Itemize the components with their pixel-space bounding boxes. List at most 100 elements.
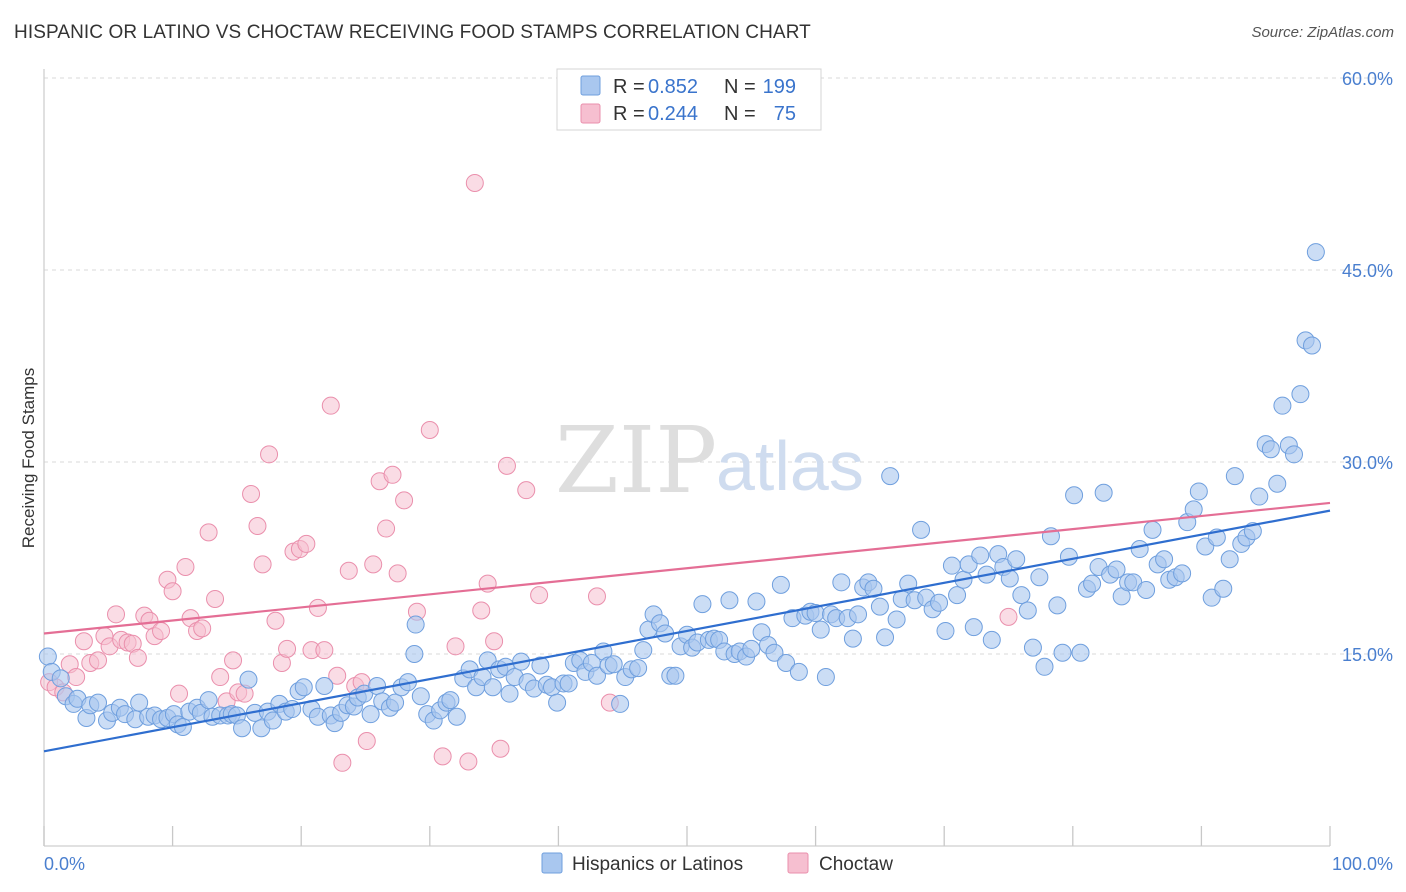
choctaw-point-52 bbox=[357, 732, 376, 751]
hispanics-point-182 bbox=[1107, 560, 1126, 579]
hispanics-point-145 bbox=[887, 610, 906, 629]
stats-r-label-choctaw: R = bbox=[613, 103, 645, 125]
hispanics-point-131 bbox=[811, 620, 830, 639]
hispanics-point-176 bbox=[1071, 643, 1090, 662]
x-tick-label-min: 0.0% bbox=[44, 854, 85, 874]
hispanics-point-149 bbox=[912, 520, 931, 539]
hispanics-point-190 bbox=[1155, 550, 1174, 569]
legend-label-hispanics: Hispanics or Latinos bbox=[572, 854, 743, 875]
hispanics-point-52 bbox=[361, 705, 380, 724]
hispanics-point-66 bbox=[441, 691, 460, 710]
hispanics-point-216 bbox=[1306, 243, 1325, 262]
choctaw-point-42 bbox=[297, 534, 316, 553]
choctaw-point-48 bbox=[333, 753, 352, 772]
hispanics-point-8 bbox=[89, 693, 108, 712]
choctaw-point-72 bbox=[587, 587, 606, 606]
choctaw-point-56 bbox=[383, 465, 402, 484]
hispanics-point-94 bbox=[604, 655, 623, 674]
stats-r-value-hispanics: 0.852 bbox=[648, 76, 698, 98]
choctaw-point-21 bbox=[170, 684, 189, 703]
hispanics-point-202 bbox=[1225, 467, 1244, 486]
y-axis-title: Receiving Food Stamps bbox=[19, 368, 38, 548]
y-tick-label-3: 60.0% bbox=[1342, 69, 1393, 89]
x-tick-marks bbox=[43, 826, 1331, 846]
hispanics-point-170 bbox=[1035, 657, 1054, 676]
legend-item-choctaw[interactable]: Choctaw bbox=[787, 852, 893, 875]
choctaw-point-55 bbox=[377, 519, 396, 538]
hispanics-point-59 bbox=[405, 645, 424, 663]
hispanics-point-141 bbox=[864, 579, 883, 598]
choctaw-point-67 bbox=[485, 632, 504, 651]
chart-title: HISPANIC OR LATINO VS CHOCTAW RECEIVING … bbox=[14, 22, 811, 43]
hispanics-point-158 bbox=[964, 618, 983, 637]
choctaw-point-46 bbox=[321, 396, 340, 415]
hispanics-point-110 bbox=[693, 595, 712, 614]
hispanics-point-61 bbox=[411, 687, 430, 706]
choctaw-point-71 bbox=[530, 586, 549, 605]
hispanics-point-0 bbox=[38, 647, 57, 666]
hispanics-point-81 bbox=[531, 656, 550, 675]
choctaw-point-58 bbox=[395, 491, 414, 510]
hispanics-point-98 bbox=[629, 659, 648, 678]
choctaw-point-25 bbox=[193, 619, 212, 638]
hispanics-point-154 bbox=[942, 556, 961, 575]
hispanics-point-144 bbox=[881, 467, 900, 486]
choctaw-point-65 bbox=[472, 601, 491, 620]
hispanics-point-56 bbox=[386, 693, 405, 712]
choctaw-point-64 bbox=[465, 173, 484, 192]
hispanics-point-143 bbox=[876, 628, 895, 647]
hispanics-point-137 bbox=[843, 629, 862, 648]
legend-item-hispanics[interactable]: Hispanics or Latinos bbox=[541, 852, 743, 875]
stats-box: R = 0.852 N = 199 R = 0.244 N = 75 bbox=[556, 68, 822, 131]
trend-line-choctaw bbox=[43, 501, 1331, 635]
hispanics-point-86 bbox=[559, 674, 578, 693]
stats-swatch-hispanics bbox=[580, 75, 601, 96]
choctaw-point-10 bbox=[107, 605, 126, 624]
hispanics-point-161 bbox=[982, 630, 1001, 649]
hispanics-point-120 bbox=[747, 592, 766, 611]
hispanics-point-95 bbox=[611, 694, 630, 713]
hispanics-point-119 bbox=[742, 639, 761, 658]
choctaw-point-34 bbox=[248, 517, 267, 535]
choctaw-point-35 bbox=[253, 555, 272, 574]
hispanics-point-76 bbox=[500, 684, 519, 703]
hispanics-point-44 bbox=[315, 677, 334, 695]
hispanics-point-115 bbox=[720, 591, 739, 610]
hispanics-point-132 bbox=[816, 668, 835, 687]
choctaw-point-33 bbox=[242, 485, 261, 503]
legend: Hispanics or Latinos Choctaw bbox=[541, 852, 893, 875]
hispanics-point-193 bbox=[1173, 564, 1192, 583]
hispanics-point-172 bbox=[1048, 596, 1067, 615]
hispanics-point-36 bbox=[263, 711, 282, 730]
watermark-zip: ZIP bbox=[555, 407, 717, 514]
grid-layer bbox=[44, 77, 1392, 655]
choctaw-point-5 bbox=[74, 632, 93, 651]
choctaw-point-30 bbox=[224, 651, 243, 670]
choctaw-point-68 bbox=[491, 739, 510, 758]
stats-n-label-choctaw: N = bbox=[724, 103, 756, 125]
series-hispanics-points bbox=[38, 243, 1325, 738]
stats-r-label-hispanics: R = bbox=[613, 76, 645, 98]
choctaw-point-74 bbox=[999, 607, 1018, 626]
choctaw-point-47 bbox=[328, 666, 347, 685]
hispanics-point-124 bbox=[771, 575, 790, 594]
hispanics-point-168 bbox=[1023, 638, 1042, 657]
hispanics-point-60 bbox=[406, 615, 425, 634]
hispanics-point-159 bbox=[971, 546, 990, 565]
choctaw-point-22 bbox=[176, 557, 195, 576]
hispanics-point-209 bbox=[1268, 474, 1287, 493]
hispanics-point-105 bbox=[666, 666, 685, 685]
choctaw-point-36 bbox=[260, 445, 279, 464]
legend-swatch-hispanics bbox=[541, 852, 563, 874]
y-tick-labels: 15.0% 30.0% 45.0% 60.0% bbox=[1342, 69, 1393, 665]
hispanics-point-166 bbox=[1012, 586, 1031, 605]
choctaw-point-39 bbox=[278, 639, 297, 658]
hispanics-point-91 bbox=[587, 666, 606, 685]
hispanics-point-32 bbox=[239, 670, 258, 689]
hispanics-point-196 bbox=[1189, 482, 1208, 501]
hispanics-point-174 bbox=[1059, 547, 1078, 566]
choctaw-point-27 bbox=[206, 589, 225, 608]
choctaw-point-26 bbox=[199, 523, 218, 542]
choctaw-point-62 bbox=[446, 637, 465, 656]
